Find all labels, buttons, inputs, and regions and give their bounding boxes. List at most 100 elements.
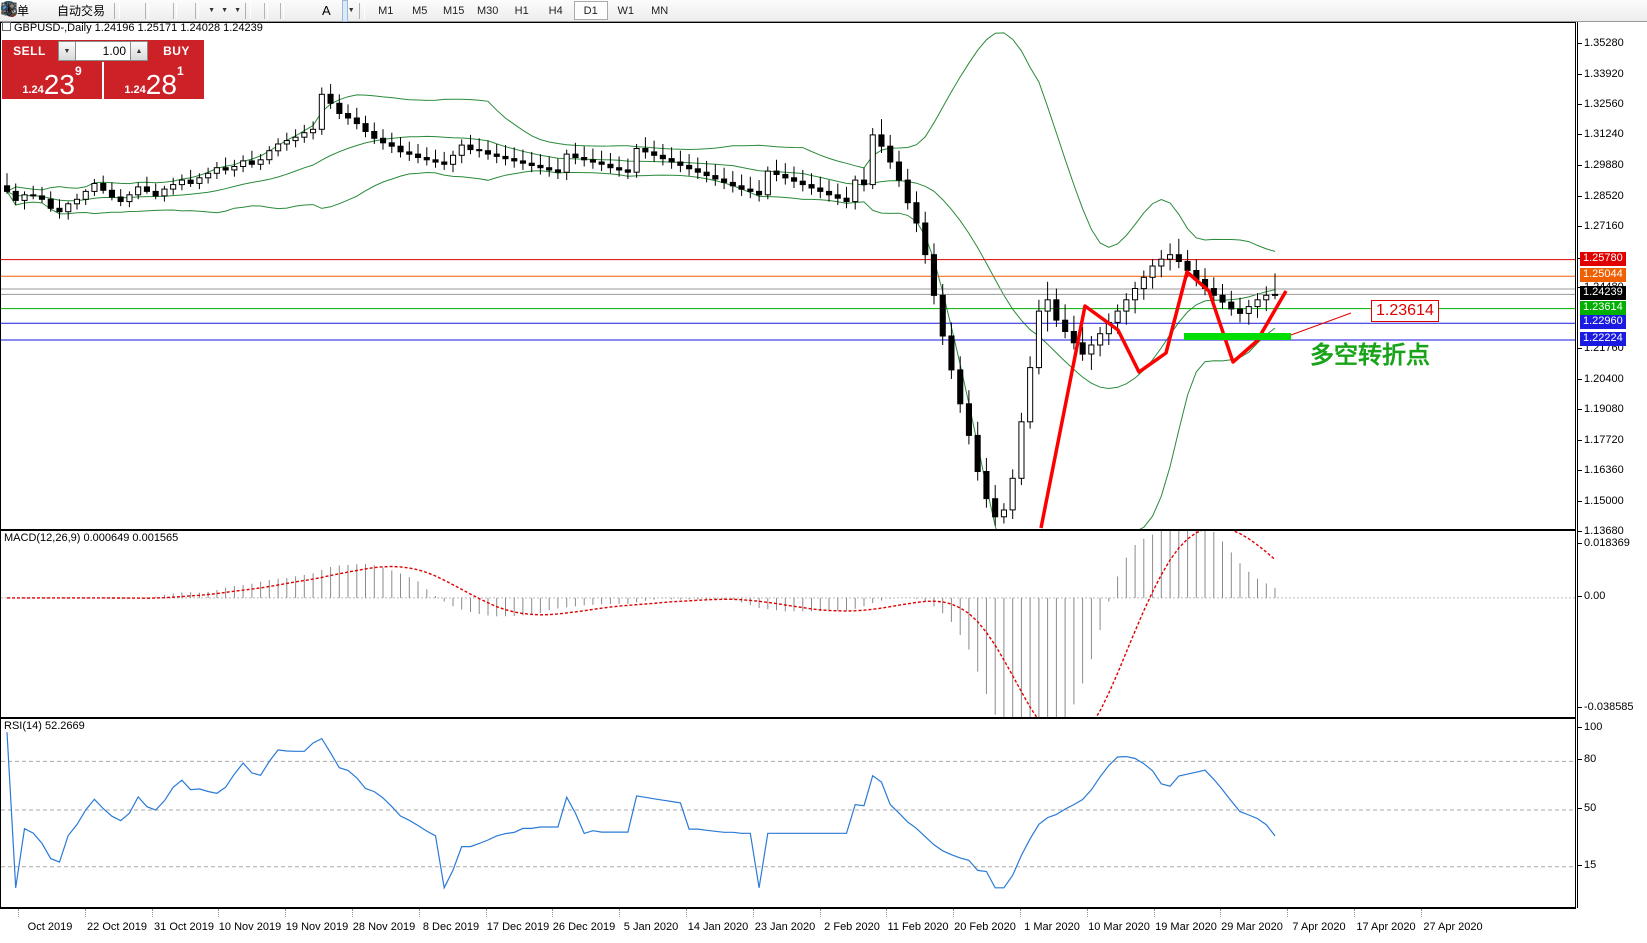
date-label: 31 Oct 2019: [154, 921, 214, 933]
time-divider: [953, 909, 955, 917]
autotrading-button[interactable]: 自动交易: [1, 1, 110, 21]
buy-button[interactable]: BUY: [149, 40, 204, 62]
volume-stepper[interactable]: ▼ 1.00 ▲: [57, 40, 149, 62]
macd-pane[interactable]: MACD(12,26,9) 0.000649 0.001565: [0, 530, 1576, 718]
price-level-tag[interactable]: 1.22224: [1580, 332, 1626, 346]
rsi-tick: 50: [1578, 802, 1596, 814]
shapes-dropdown-arrow[interactable]: ▼: [347, 7, 355, 14]
toolbar-grip-2[interactable]: [245, 2, 252, 19]
buy-price-big: 28: [145, 69, 177, 100]
price-level-tag[interactable]: 1.22960: [1580, 315, 1626, 329]
toolbar-grip-3[interactable]: [358, 2, 365, 19]
text-glyph: A: [322, 3, 331, 18]
toolbar-separator-5: [280, 2, 285, 19]
one-click-trading-panel[interactable]: SELL ▼ 1.00 ▲ BUY 1.24 23 9 1.24 28 1: [2, 40, 204, 99]
price-level-tag[interactable]: 1.25044: [1580, 268, 1626, 282]
time-divider: [1220, 909, 1222, 917]
sell-price-display[interactable]: 1.24 23 9: [2, 62, 102, 99]
cursor-icon[interactable]: [5, 1, 261, 21]
date-label: 5 Jan 2020: [623, 921, 679, 933]
volume-down-icon[interactable]: ▼: [58, 41, 76, 61]
rsi-label: RSI(14) 52.2669: [4, 720, 85, 732]
timeframe-m15[interactable]: M15: [443, 4, 465, 17]
price-tick: 1.31240: [1578, 128, 1624, 140]
time-divider: [85, 909, 87, 917]
time-divider: [1421, 909, 1423, 917]
time-divider: [1354, 909, 1356, 917]
rsi-tick: 80: [1578, 753, 1596, 765]
timeframe-m1[interactable]: M1: [378, 4, 394, 17]
price-level-tag[interactable]: 1.23614: [1580, 301, 1626, 315]
buy-price-sup: 1: [176, 64, 184, 78]
rsi-canvas: [1, 732, 1575, 890]
date-label: 28 Nov 2019: [352, 921, 416, 933]
price-tick: 1.33920: [1578, 68, 1624, 80]
main-toolbar: 订单 自动交易 ▼ ▼: [0, 0, 1647, 22]
price-chart-canvas: [1, 32, 1575, 529]
date-label: 19 Mar 2020: [1155, 921, 1217, 933]
time-scale[interactable]: Oct 2019 22 Oct 2019 31 Oct 2019 10 Nov 201…: [0, 908, 1576, 943]
time-divider: [1087, 909, 1089, 917]
toolbar-grip[interactable]: [114, 2, 121, 19]
templates-dropdown-arrow[interactable]: ▼: [234, 7, 241, 14]
sell-button[interactable]: SELL: [2, 40, 57, 62]
time-divider: [820, 909, 822, 917]
price-annotation-box: 1.23614: [1371, 300, 1439, 322]
symbol-header: GBPUSD-,Daily 1.24196 1.25171 1.24028 1.…: [0, 22, 263, 35]
periods-dropdown-arrow[interactable]: ▼: [221, 7, 228, 14]
shapes-icon[interactable]: [1, 0, 348, 22]
date-label: 26 Dec 2019: [552, 921, 616, 933]
time-divider: [1287, 909, 1289, 917]
timeframe-m30[interactable]: M30: [477, 4, 499, 17]
buy-price-display[interactable]: 1.24 28 1: [104, 62, 204, 99]
data-window-icon[interactable]: [1, 1, 170, 21]
time-divider: [1020, 909, 1022, 917]
volume-value[interactable]: 1.00: [76, 41, 130, 61]
toolbar-separator-2: [173, 2, 178, 19]
chart-marker-icon: [2, 22, 11, 31]
sell-price-sup: 9: [74, 64, 82, 78]
time-divider: [619, 909, 621, 917]
date-label: 20 Feb 2020: [954, 921, 1016, 933]
symbol-header-text: GBPUSD-,Daily 1.24196 1.25171 1.24028 1.…: [14, 22, 263, 34]
macd-canvas: [1, 531, 1575, 717]
chart-shift-icon[interactable]: [2, 1, 192, 21]
indicators-dropdown-arrow[interactable]: ▼: [208, 7, 215, 14]
date-label: 1 Mar 2020: [1024, 921, 1080, 933]
macd-tick-zero: 0.00: [1578, 590, 1605, 602]
line-chart-icon[interactable]: [1, 1, 142, 21]
timeframe-d1[interactable]: D1: [573, 1, 608, 20]
date-label: 29 Mar 2020: [1221, 921, 1283, 933]
sell-price-prefix: 1.24: [22, 84, 44, 96]
price-scale[interactable]: 1.35280 1.33920 1.32560 1.31240 1.29880 1.285…: [1577, 22, 1647, 908]
volume-up-icon[interactable]: ▲: [130, 41, 148, 61]
time-divider: [552, 909, 554, 917]
price-level-tag[interactable]: 1.25780: [1580, 252, 1626, 266]
price-tick: 1.16360: [1578, 464, 1624, 476]
timeframe-mn[interactable]: MN: [651, 4, 669, 17]
macd-tick-min: -0.038585: [1578, 701, 1634, 713]
price-tick: 1.28520: [1578, 190, 1624, 202]
macd-label: MACD(12,26,9) 0.000649 0.001565: [4, 532, 179, 544]
time-divider: [486, 909, 488, 917]
date-label: 17 Dec 2019: [486, 921, 550, 933]
rsi-pane[interactable]: RSI(14) 52.2669: [0, 718, 1576, 908]
toolbar-separator-4: [264, 2, 269, 19]
time-divider: [686, 909, 688, 917]
toolbar-separator-3: [195, 2, 200, 19]
crosshair-icon[interactable]: [2, 1, 277, 21]
timeframe-m5[interactable]: M5: [412, 4, 428, 17]
timeframe-w1[interactable]: W1: [617, 4, 634, 17]
octp-price-row: 1.24 23 9 1.24 28 1: [2, 62, 204, 99]
timeframe-h4[interactable]: H4: [548, 4, 563, 17]
price-chart-pane[interactable]: [0, 22, 1576, 530]
macd-tick-max: 0.018369: [1578, 537, 1630, 549]
buy-price-prefix: 1.24: [124, 84, 146, 96]
time-divider: [18, 909, 20, 917]
date-label: 10 Mar 2020: [1088, 921, 1150, 933]
date-label: 7 Apr 2020: [1292, 921, 1346, 933]
timeframe-group: M1 M5 M15 M30 H1 H4 D1 W1 MN: [369, 1, 677, 20]
timeframe-h1[interactable]: H1: [514, 4, 529, 17]
price-level-tag[interactable]: 1.24239: [1580, 286, 1626, 300]
text-icon[interactable]: A: [317, 1, 336, 21]
